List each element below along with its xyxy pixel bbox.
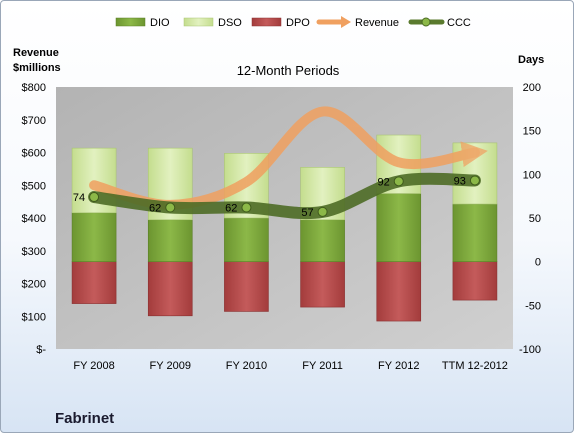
legend: DIO DSO DPO Revenue CCC bbox=[115, 16, 471, 29]
bar-dio bbox=[452, 203, 498, 262]
bar-dio bbox=[300, 219, 345, 262]
ccc-point bbox=[469, 175, 480, 186]
right-tick-label: 100 bbox=[523, 169, 541, 181]
ccc-point bbox=[165, 202, 176, 213]
left-tick-label: $800 bbox=[22, 82, 46, 94]
left-tick-label: $200 bbox=[22, 279, 46, 291]
left-tick-label: $500 bbox=[22, 180, 46, 192]
right-tick-label: -100 bbox=[519, 344, 541, 356]
ccc-line bbox=[88, 172, 481, 220]
ccc-data-label: 62 bbox=[225, 203, 237, 215]
company-name: Fabrinet bbox=[55, 410, 114, 427]
legend-label-revenue: Revenue bbox=[355, 17, 399, 29]
right-tick-label: 0 bbox=[535, 257, 541, 269]
bar-dpo bbox=[224, 261, 269, 312]
right-tick-label: 50 bbox=[529, 213, 541, 225]
ccc-data-label: 93 bbox=[454, 175, 466, 187]
bar-dpo bbox=[147, 261, 193, 317]
left-axis-title-line1: Revenue bbox=[13, 47, 59, 59]
left-tick-label: $100 bbox=[22, 311, 46, 323]
category-label: FY 2010 bbox=[226, 360, 267, 372]
legend-label-dio: DIO bbox=[150, 17, 170, 29]
ccc-point bbox=[241, 202, 252, 213]
left-tick-label: $700 bbox=[22, 115, 46, 127]
ccc-data-label: 92 bbox=[378, 176, 390, 188]
right-axis-title: Days bbox=[518, 54, 544, 66]
left-tick-label: $- bbox=[36, 344, 46, 356]
left-tick-label: $300 bbox=[22, 246, 46, 258]
ccc-layer: 74 62 62 57 92 93 bbox=[73, 172, 481, 220]
category-axis: FY 2008 FY 2009 FY 2010 FY 2011 FY 2012 TTM 1… bbox=[73, 360, 508, 372]
ccc-data-label: 57 bbox=[301, 207, 313, 219]
category-label: FY 2009 bbox=[150, 360, 191, 372]
right-tick-label: 150 bbox=[523, 126, 541, 138]
category-label: FY 2012 bbox=[378, 360, 419, 372]
bar-dio bbox=[147, 219, 193, 262]
bar-dpo bbox=[376, 261, 422, 322]
right-tick-label: 200 bbox=[523, 82, 541, 94]
chart-title: 12-Month Periods bbox=[237, 63, 340, 78]
ccc-data-label: 74 bbox=[73, 192, 85, 204]
right-axis: -100 -50 0 50 100 150 200 bbox=[519, 82, 541, 356]
bar-dpo bbox=[452, 261, 498, 301]
legend-entry-dso: DSO bbox=[183, 17, 242, 29]
right-tick-label: -50 bbox=[525, 300, 541, 312]
ccc-point bbox=[393, 176, 404, 187]
bar-dpo bbox=[300, 261, 345, 308]
bar-dio bbox=[71, 212, 117, 262]
category-label: TTM 12-2012 bbox=[442, 360, 508, 372]
legend-label-ccc: CCC bbox=[447, 17, 471, 29]
bar-dpo bbox=[71, 261, 117, 304]
ccc-data-label: 62 bbox=[149, 203, 161, 215]
legend-entry-dio: DIO bbox=[115, 17, 170, 29]
legend-entry-revenue: Revenue bbox=[316, 16, 399, 29]
bar-dio bbox=[376, 193, 422, 262]
bar-dio bbox=[224, 217, 269, 262]
left-tick-label: $400 bbox=[22, 213, 46, 225]
legend-entry-dpo: DPO bbox=[251, 17, 310, 29]
ccc-point bbox=[89, 192, 100, 203]
category-label: FY 2011 bbox=[302, 360, 343, 372]
plot-area bbox=[56, 87, 513, 349]
ccc-point bbox=[317, 206, 328, 217]
left-axis: $- $100 $200 $300 $400 $500 $600 $700 $800 bbox=[22, 82, 47, 356]
left-tick-label: $600 bbox=[22, 148, 46, 160]
category-label: FY 2008 bbox=[73, 360, 114, 372]
legend-entry-ccc: CCC bbox=[408, 17, 471, 29]
legend-label-dso: DSO bbox=[218, 17, 242, 29]
left-axis-title-line2: $millions bbox=[13, 62, 61, 74]
legend-label-dpo: DPO bbox=[286, 17, 310, 29]
